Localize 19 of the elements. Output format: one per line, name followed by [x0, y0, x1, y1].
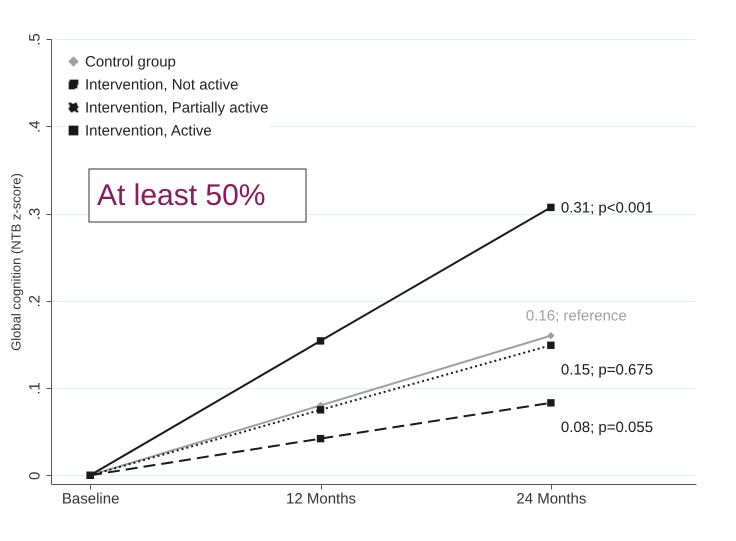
annotation: 0.16; reference — [526, 308, 627, 325]
legend-label: Control group — [85, 54, 176, 70]
y-tick-label: .5 — [26, 33, 44, 46]
y-tick-label: .2 — [26, 295, 44, 308]
annotation: 0.31; p<0.001 — [560, 199, 654, 216]
y-tick-label: .4 — [26, 120, 44, 134]
annotation: 0.08; p=0.055 — [560, 418, 654, 436]
legend-label: Intervention, Not active — [85, 76, 238, 94]
y-tick-label: .3 — [26, 208, 44, 220]
x-tick-label: Baseline — [62, 490, 120, 508]
annotation: 0.15; p=0.675 — [560, 361, 654, 378]
x-tick-label: 24 Months — [516, 490, 586, 508]
annotation: At least 50% — [97, 179, 266, 212]
x-tick-label: 12 Months — [286, 490, 356, 508]
y-tick-label: .1 — [26, 382, 44, 395]
y-tick-label: 0 — [26, 472, 44, 480]
legend-label: Intervention, Active — [85, 122, 212, 140]
y-axis-title: Global cognition (NTB z-score) — [8, 173, 24, 351]
legend-label: Intervention, Partially active — [85, 100, 268, 116]
